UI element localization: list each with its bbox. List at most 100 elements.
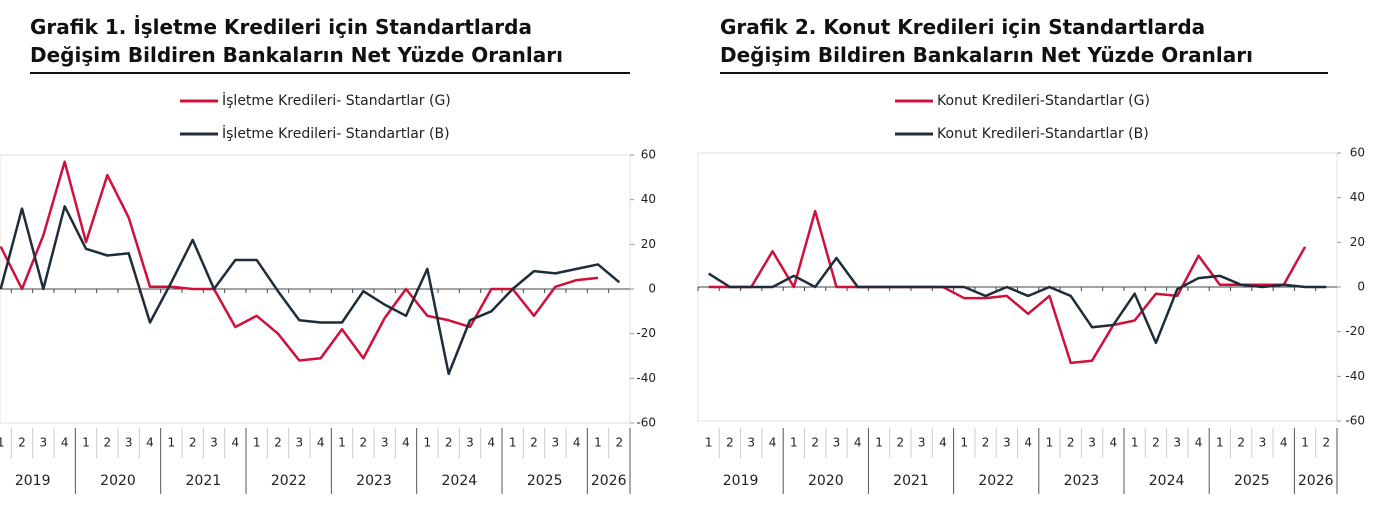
chart-title: Grafik 2. Konut Kredileri için Standartl…: [720, 15, 1205, 39]
chart-title: Değişim Bildiren Bankaların Net Yüzde Or…: [720, 43, 1253, 67]
x-tick-label: 2: [104, 436, 112, 450]
x-tick-label: 2: [1067, 436, 1075, 450]
y-tick-label: 20: [641, 237, 656, 251]
y-tick-label: 60: [1350, 146, 1365, 160]
x-tick-label: 4: [1024, 436, 1032, 450]
x-group-label: 2026: [1298, 473, 1334, 489]
series-line: [708, 209, 1307, 365]
x-tick-label: 2: [530, 436, 538, 450]
x-tick-label: 3: [125, 436, 133, 450]
x-tick-label: 1: [594, 436, 602, 450]
x-group-label: 2020: [100, 473, 136, 489]
x-tick-label: 3: [210, 436, 218, 450]
x-tick-label: 4: [939, 436, 947, 450]
legend-label: Konut Kredileri-Standartlar (B): [937, 126, 1149, 142]
x-tick-label: 4: [402, 436, 410, 450]
x-tick-label: 3: [1003, 436, 1011, 450]
x-tick-label: 4: [488, 436, 496, 450]
x-tick-label: 3: [1173, 436, 1181, 450]
x-tick-label: 2: [445, 436, 453, 450]
series-line: [0, 160, 599, 362]
x-tick-label: 4: [573, 436, 581, 450]
y-tick-label: 40: [1350, 190, 1365, 204]
y-tick-label: 0: [648, 282, 656, 296]
x-tick-label: 2: [274, 436, 282, 450]
x-tick-label: 3: [1259, 436, 1267, 450]
x-tick-label: 3: [296, 436, 304, 450]
x-group-label: 2025: [527, 473, 563, 489]
x-tick-label: 1: [875, 436, 883, 450]
x-group-label: 2019: [15, 473, 51, 489]
x-tick-label: 1: [253, 436, 261, 450]
x-group-label: 2023: [1064, 473, 1100, 489]
x-tick-label: 1: [424, 436, 432, 450]
x-tick-label: 2: [897, 436, 905, 450]
x-tick-label: 3: [552, 436, 560, 450]
x-tick-label: 2: [360, 436, 368, 450]
x-tick-label: 2: [1323, 436, 1331, 450]
x-group-label: 2019: [723, 473, 759, 489]
y-tick-label: 60: [641, 148, 656, 162]
y-tick-label: 40: [641, 192, 656, 206]
x-tick-label: 1: [1046, 436, 1054, 450]
x-tick-label: 3: [918, 436, 926, 450]
x-tick-label: 1: [790, 436, 798, 450]
x-tick-label: 1: [509, 436, 517, 450]
x-tick-label: 1: [0, 436, 4, 450]
x-tick-label: 2: [189, 436, 197, 450]
x-tick-label: 2: [982, 436, 990, 450]
x-tick-label: 4: [232, 436, 240, 450]
x-group-label: 2020: [808, 473, 844, 489]
x-tick-label: 3: [40, 436, 48, 450]
x-tick-label: 2: [616, 436, 624, 450]
x-tick-label: 2: [811, 436, 819, 450]
x-tick-label: 2: [1152, 436, 1160, 450]
y-tick-label: -60: [636, 416, 656, 430]
legend-label: Konut Kredileri-Standartlar (G): [937, 93, 1150, 109]
x-tick-label: 4: [317, 436, 325, 450]
x-group-label: 2026: [591, 473, 627, 489]
x-tick-label: 1: [1216, 436, 1224, 450]
x-tick-label: 2: [726, 436, 734, 450]
x-tick-label: 2: [1237, 436, 1245, 450]
x-group-label: 2024: [1149, 473, 1185, 489]
y-tick-label: 20: [1350, 235, 1365, 249]
y-tick-label: -60: [1345, 414, 1365, 428]
chart-title: Değişim Bildiren Bankaların Net Yüzde Or…: [30, 43, 563, 67]
x-tick-label: 3: [1088, 436, 1096, 450]
x-group-label: 2022: [271, 473, 307, 489]
x-tick-label: 1: [338, 436, 346, 450]
x-group-label: 2021: [186, 473, 222, 489]
x-tick-label: 1: [168, 436, 176, 450]
legend-label: İşletme Kredileri- Standartlar (G): [222, 91, 451, 109]
y-tick-label: -40: [636, 371, 656, 385]
x-tick-label: 4: [61, 436, 69, 450]
x-tick-label: 1: [705, 436, 713, 450]
legend-label: İşletme Kredileri- Standartlar (B): [222, 124, 450, 142]
y-tick-label: -20: [636, 326, 656, 340]
x-tick-label: 3: [833, 436, 841, 450]
x-tick-label: 1: [960, 436, 968, 450]
x-group-label: 2024: [442, 473, 478, 489]
x-tick-label: 3: [466, 436, 474, 450]
x-group-label: 2022: [978, 473, 1014, 489]
y-tick-label: -20: [1345, 324, 1365, 338]
x-group-label: 2021: [893, 473, 929, 489]
x-tick-label: 4: [1280, 436, 1288, 450]
x-tick-label: 4: [146, 436, 154, 450]
x-tick-label: 4: [854, 436, 862, 450]
x-tick-label: 2: [18, 436, 26, 450]
x-tick-label: 1: [1301, 436, 1309, 450]
x-tick-label: 1: [82, 436, 90, 450]
y-tick-label: -40: [1345, 369, 1365, 383]
x-tick-label: 3: [747, 436, 755, 450]
x-group-label: 2023: [356, 473, 392, 489]
series-line: [0, 205, 621, 376]
chart-title: Grafik 1. İşletme Kredileri için Standar…: [30, 15, 532, 39]
x-tick-label: 4: [769, 436, 777, 450]
x-tick-label: 3: [381, 436, 389, 450]
x-tick-label: 1: [1131, 436, 1139, 450]
x-tick-label: 4: [1110, 436, 1118, 450]
x-tick-label: 4: [1195, 436, 1203, 450]
